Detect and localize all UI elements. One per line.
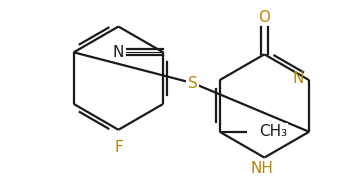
Text: NH: NH bbox=[251, 161, 274, 176]
Text: O: O bbox=[258, 10, 270, 25]
Text: F: F bbox=[114, 140, 123, 155]
Text: N: N bbox=[113, 45, 124, 60]
Text: CH₃: CH₃ bbox=[260, 124, 287, 139]
Text: S: S bbox=[188, 76, 198, 91]
Text: N: N bbox=[293, 71, 304, 86]
